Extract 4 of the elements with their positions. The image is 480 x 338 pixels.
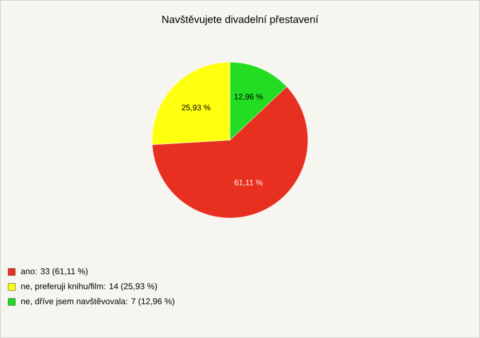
- legend-label: ano: 33 (61,11 %): [21, 268, 88, 276]
- legend-label: ne, dříve jsem navštěvovala: 7 (12,96 %): [21, 298, 174, 306]
- legend-label: ne, preferuji knihu/film: 14 (25,93 %): [21, 282, 157, 291]
- chart-title: Navštěvujete divadelní přestavení: [162, 15, 318, 26]
